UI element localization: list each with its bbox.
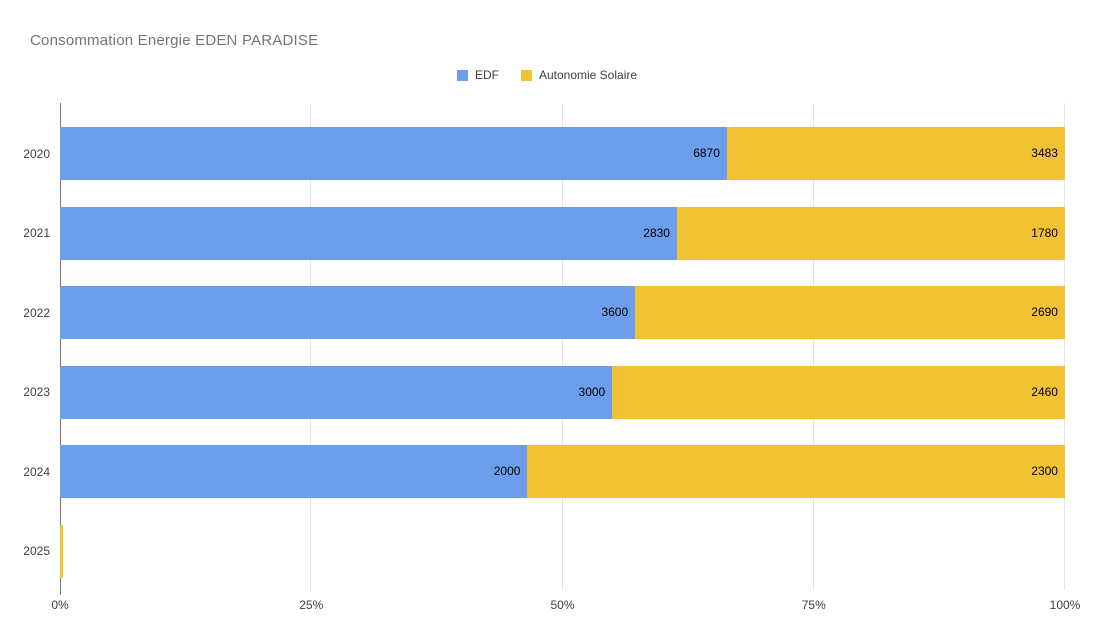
bar-row-2024: 2024 2000 2300 xyxy=(23,432,1065,512)
legend-label-autonomie-solaire: Autonomie Solaire xyxy=(538,68,638,82)
edf-segment-2020[interactable]: 6870 xyxy=(60,127,727,181)
gridline-25 xyxy=(310,103,312,590)
year-label-2023: 2023 xyxy=(23,385,50,400)
legend-item-edf[interactable]: EDF xyxy=(456,68,499,82)
year-label-2024: 2024 xyxy=(23,464,50,479)
x-axis-tick-25: 25% xyxy=(299,598,324,612)
year-label-2022: 2022 xyxy=(23,305,50,320)
plot-area: 2020 6870 3483 2021 2830 1780 2022 3600 2690 2023… xyxy=(23,103,1080,612)
legend-label-edf: EDF xyxy=(474,68,499,82)
bar-row-2023: 2023 3000 2460 xyxy=(23,353,1065,433)
autonomie-solaire-value-label-2022: 2690 xyxy=(1031,305,1058,320)
year-label-2021: 2021 xyxy=(23,226,50,241)
legend-swatch-edf xyxy=(456,69,468,81)
year-label-2025: 2025 xyxy=(23,544,50,559)
bar-rows: 2020 6870 3483 2021 2830 1780 2022 3600 2690 2023… xyxy=(23,114,1065,592)
gridline-100 xyxy=(1064,103,1065,590)
legend-item-autonomie-solaire[interactable]: Autonomie Solaire xyxy=(520,68,638,82)
stacked-bar-2023: 3000 2460 xyxy=(60,365,1065,419)
year-label-2020: 2020 xyxy=(23,146,50,161)
edf-segment-2022[interactable]: 3600 xyxy=(60,286,636,340)
gridline-75 xyxy=(812,103,814,590)
edf-value-label-2024: 2000 xyxy=(493,464,521,479)
y-axis-line xyxy=(60,103,61,595)
edf-value-label-2020: 6870 xyxy=(693,146,720,161)
edf-segment-2023[interactable]: 3000 xyxy=(60,365,613,419)
autonomie-solaire-segment-2022[interactable]: 2690 xyxy=(635,286,1065,340)
autonomie-solaire-segment-2024[interactable]: 2300 xyxy=(527,445,1065,499)
stacked-bar-2024: 2000 2300 xyxy=(60,445,1065,499)
x-axis-tick-100: 100% xyxy=(1049,598,1081,612)
chart-legend: EDF Autonomie Solaire xyxy=(0,68,1094,82)
stacked-bar-2020: 6870 3483 xyxy=(60,127,1065,181)
x-axis-tick-50: 50% xyxy=(550,598,575,612)
autonomie-solaire-value-label-2020: 3483 xyxy=(1031,146,1058,161)
autonomie-solaire-value-label-2024: 2300 xyxy=(1031,464,1058,479)
x-axis-tick-0: 0% xyxy=(51,598,69,612)
bar-row-2022: 2022 3600 2690 xyxy=(23,273,1065,353)
edf-segment-2021[interactable]: 2830 xyxy=(60,206,677,260)
gridline-50 xyxy=(561,103,563,590)
autonomie-solaire-segment-2020[interactable]: 3483 xyxy=(726,127,1065,181)
autonomie-solaire-value-label-2023: 2460 xyxy=(1031,384,1058,399)
edf-value-label-2021: 2830 xyxy=(643,225,670,240)
edf-segment-2024[interactable]: 2000 xyxy=(60,445,528,499)
x-axis-tick-75: 75% xyxy=(801,598,826,612)
autonomie-solaire-value-label-2021: 1780 xyxy=(1031,225,1058,240)
autonomie-solaire-segment-2023[interactable]: 2460 xyxy=(612,365,1065,419)
bar-row-2025: 2025 xyxy=(23,512,1065,592)
autonomie-solaire-segment-2025[interactable] xyxy=(60,524,63,578)
stacked-bar-2025 xyxy=(60,524,1065,578)
stacked-bar-2021: 2830 1780 xyxy=(60,206,1065,260)
edf-value-label-2022: 3600 xyxy=(601,305,629,320)
autonomie-solaire-segment-2021[interactable]: 1780 xyxy=(676,206,1065,260)
edf-value-label-2023: 3000 xyxy=(578,384,606,399)
legend-swatch-autonomie-solaire xyxy=(520,69,532,81)
chart-title: Consommation Energie EDEN PARADISE xyxy=(30,32,319,49)
stacked-bar-2022: 3600 2690 xyxy=(60,286,1065,340)
bar-row-2020: 2020 6870 3483 xyxy=(23,114,1065,194)
bar-row-2021: 2021 2830 1780 xyxy=(23,194,1065,274)
